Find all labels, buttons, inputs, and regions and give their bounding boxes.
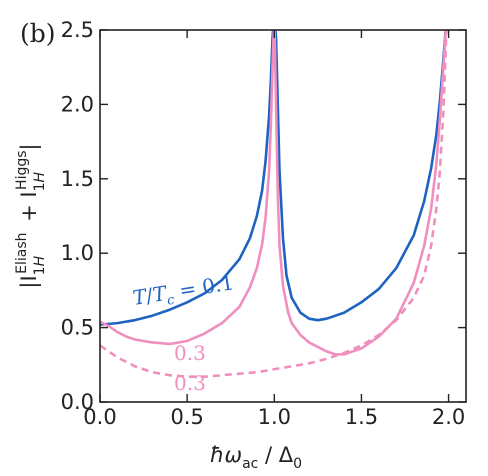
panel-label: (b) (20, 19, 56, 48)
x-tick-label: 0.5 (170, 405, 203, 429)
series-blue-t01 (100, 30, 447, 326)
y-tick-label: 2.0 (61, 92, 94, 116)
y-tick-label: 1.5 (61, 167, 94, 191)
y-tick-label: 1.0 (61, 241, 94, 265)
annotation-t-tc-01: T/Tc = 0.1 (131, 270, 236, 314)
y-tick-label: 0.0 (61, 390, 94, 414)
x-tick-label: 0.0 (83, 405, 116, 429)
series-pink-solid-03 (100, 30, 448, 356)
x-tick-label: 1.0 (258, 405, 291, 429)
x-tick-label: 1.5 (345, 405, 378, 429)
y-tick-label: 0.5 (61, 316, 94, 340)
axis-layer: 0.0 0.5 1.0 1.5 2.0 0.0 0.5 1.0 1.5 2.0 2.5 (61, 18, 466, 429)
ylabel-main: I (17, 275, 41, 281)
x-axis-label: ħωac / Δ0 (210, 443, 302, 472)
svg-text:|I1HEliash + I1HHiggs|: |I1HEliash + I1HHiggs| (14, 143, 48, 288)
x-tick-label: 2.0 (432, 405, 465, 429)
plot-frame (99, 29, 467, 403)
y-axis-label: |I1HEliash + I1HHiggs| (14, 143, 48, 288)
annotation-solid-03: 0.3 (174, 341, 206, 365)
annotation-dashed-03: 0.3 (174, 371, 206, 395)
y-tick-label: 2.5 (61, 18, 94, 42)
svg-text:ħωac / Δ0: ħωac / Δ0 (210, 443, 302, 472)
series-layer (100, 30, 448, 378)
